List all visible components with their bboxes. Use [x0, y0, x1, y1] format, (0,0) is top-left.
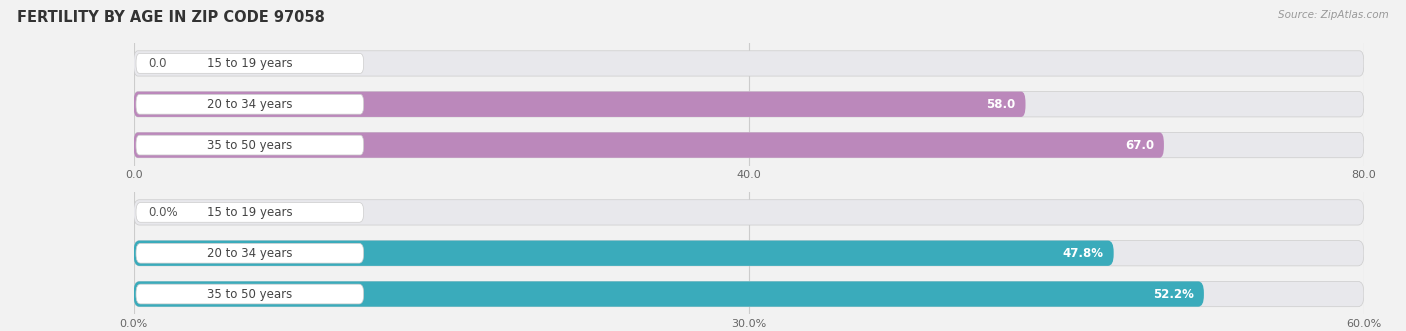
FancyBboxPatch shape [136, 284, 364, 304]
FancyBboxPatch shape [134, 281, 1364, 307]
FancyBboxPatch shape [136, 94, 364, 114]
Text: 47.8%: 47.8% [1063, 247, 1104, 260]
Text: 35 to 50 years: 35 to 50 years [207, 139, 292, 152]
FancyBboxPatch shape [134, 92, 1025, 117]
Text: 20 to 34 years: 20 to 34 years [207, 98, 292, 111]
Text: Source: ZipAtlas.com: Source: ZipAtlas.com [1278, 10, 1389, 20]
Text: 15 to 19 years: 15 to 19 years [207, 57, 292, 70]
Text: FERTILITY BY AGE IN ZIP CODE 97058: FERTILITY BY AGE IN ZIP CODE 97058 [17, 10, 325, 25]
FancyBboxPatch shape [136, 243, 364, 263]
FancyBboxPatch shape [134, 281, 1204, 307]
FancyBboxPatch shape [134, 241, 1364, 266]
FancyBboxPatch shape [134, 241, 1114, 266]
FancyBboxPatch shape [134, 51, 1364, 76]
Text: 52.2%: 52.2% [1153, 288, 1194, 301]
FancyBboxPatch shape [134, 200, 1364, 225]
FancyBboxPatch shape [136, 203, 364, 222]
Text: 20 to 34 years: 20 to 34 years [207, 247, 292, 260]
Text: 67.0: 67.0 [1125, 139, 1154, 152]
Text: 0.0%: 0.0% [149, 206, 179, 219]
FancyBboxPatch shape [134, 92, 1364, 117]
Text: 35 to 50 years: 35 to 50 years [207, 288, 292, 301]
Text: 0.0: 0.0 [149, 57, 167, 70]
FancyBboxPatch shape [134, 132, 1164, 158]
FancyBboxPatch shape [134, 132, 1364, 158]
FancyBboxPatch shape [136, 54, 364, 73]
FancyBboxPatch shape [136, 135, 364, 155]
Text: 58.0: 58.0 [987, 98, 1015, 111]
Text: 15 to 19 years: 15 to 19 years [207, 206, 292, 219]
